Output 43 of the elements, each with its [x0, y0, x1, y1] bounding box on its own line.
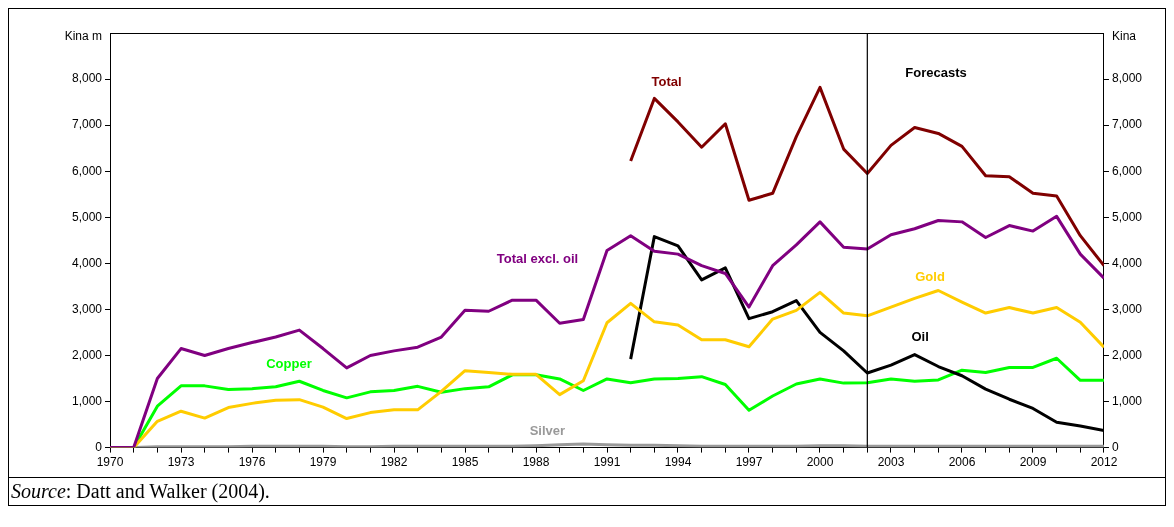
y-tick-label: 3,000 — [72, 301, 103, 316]
y-tick-label: 6,000 — [72, 163, 103, 178]
y-tick-label: 2,000 — [72, 347, 103, 362]
x-tick-label: 1988 — [522, 455, 550, 470]
x-tick-label: 1982 — [380, 455, 408, 470]
x-tick-label: 1994 — [664, 455, 692, 470]
x-tick-label: 2003 — [877, 455, 905, 470]
series-label: Total — [651, 74, 682, 90]
x-tick-label: 2009 — [1019, 455, 1047, 470]
x-tick-label: 2000 — [806, 455, 834, 470]
source-note: Source: Datt and Walker (2004). — [11, 480, 270, 502]
series-label: Copper — [266, 356, 312, 372]
y-axis-title: Kina m — [64, 29, 103, 44]
series-label: Total excl. oil — [496, 250, 579, 266]
series-label: Silver — [529, 422, 566, 438]
series-label: Gold — [915, 269, 945, 285]
x-tick-label: 2006 — [948, 455, 976, 470]
series-label: Oil — [911, 329, 929, 345]
y2-axis-title: Kina — [1111, 29, 1137, 44]
x-tick-label: 1985 — [451, 455, 479, 470]
y2-tick-label: 4,000 — [1111, 255, 1143, 270]
y2-tick-label: 7,000 — [1111, 117, 1143, 132]
y2-tick-label: 3,000 — [1111, 301, 1143, 316]
y-tick-label: 8,000 — [72, 71, 103, 86]
ref-line-label: Forecasts — [905, 64, 967, 80]
x-tick-label: 1976 — [238, 455, 266, 470]
x-tick-label: 1997 — [735, 455, 763, 470]
y-tick-label: 5,000 — [72, 209, 103, 224]
y-tick-label: 1,000 — [72, 393, 103, 408]
x-tick-label: 1973 — [167, 455, 195, 470]
y2-tick-label: 1,000 — [1111, 393, 1143, 408]
y2-tick-label: 2,000 — [1111, 347, 1143, 362]
y-tick-label: 0 — [95, 439, 103, 454]
x-tick-label: 1979 — [309, 455, 337, 470]
y2-tick-label: 8,000 — [1111, 71, 1143, 86]
y-tick-label: 7,000 — [72, 117, 103, 132]
x-tick-label: 1970 — [96, 455, 124, 470]
y2-tick-label: 5,000 — [1111, 209, 1143, 224]
x-tick-label: 1991 — [593, 455, 621, 470]
y2-tick-label: 0 — [1111, 439, 1119, 454]
y2-tick-label: 6,000 — [1111, 163, 1143, 178]
x-tick-label: 2012 — [1090, 455, 1118, 470]
y-tick-label: 4,000 — [72, 255, 103, 270]
